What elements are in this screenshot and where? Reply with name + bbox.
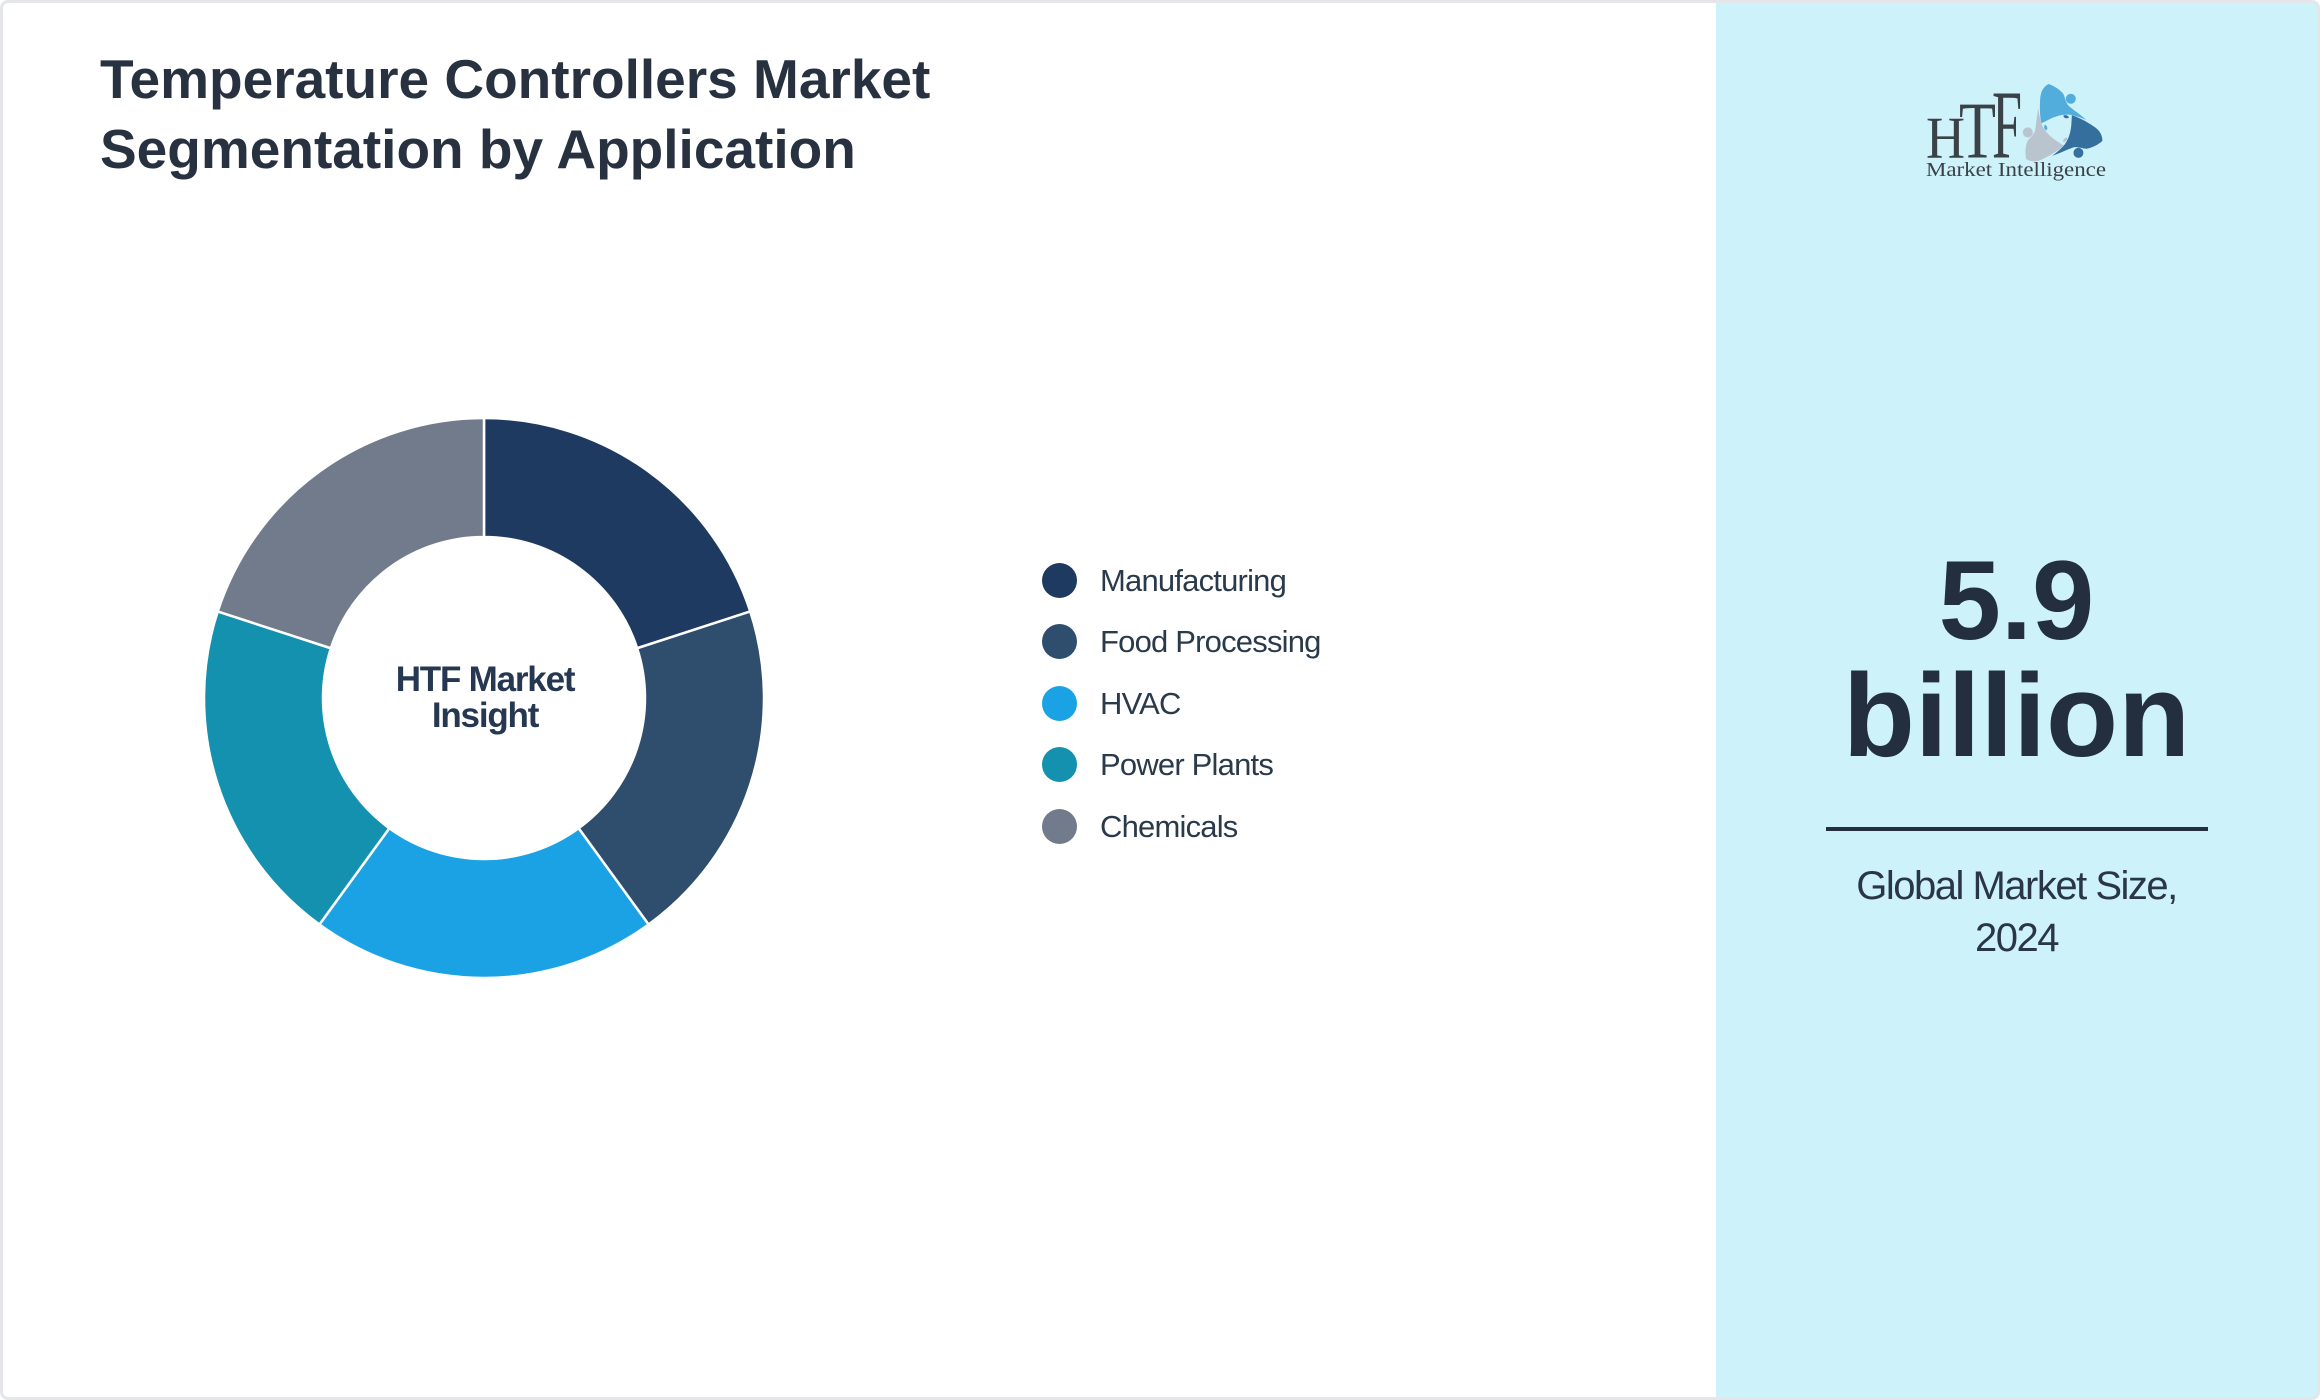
svg-text:T: T: [1959, 87, 1996, 175]
svg-text:Market Intelligence: Market Intelligence: [1926, 159, 2106, 181]
svg-text:H: H: [1926, 104, 1965, 170]
svg-text:F: F: [1992, 71, 2022, 178]
